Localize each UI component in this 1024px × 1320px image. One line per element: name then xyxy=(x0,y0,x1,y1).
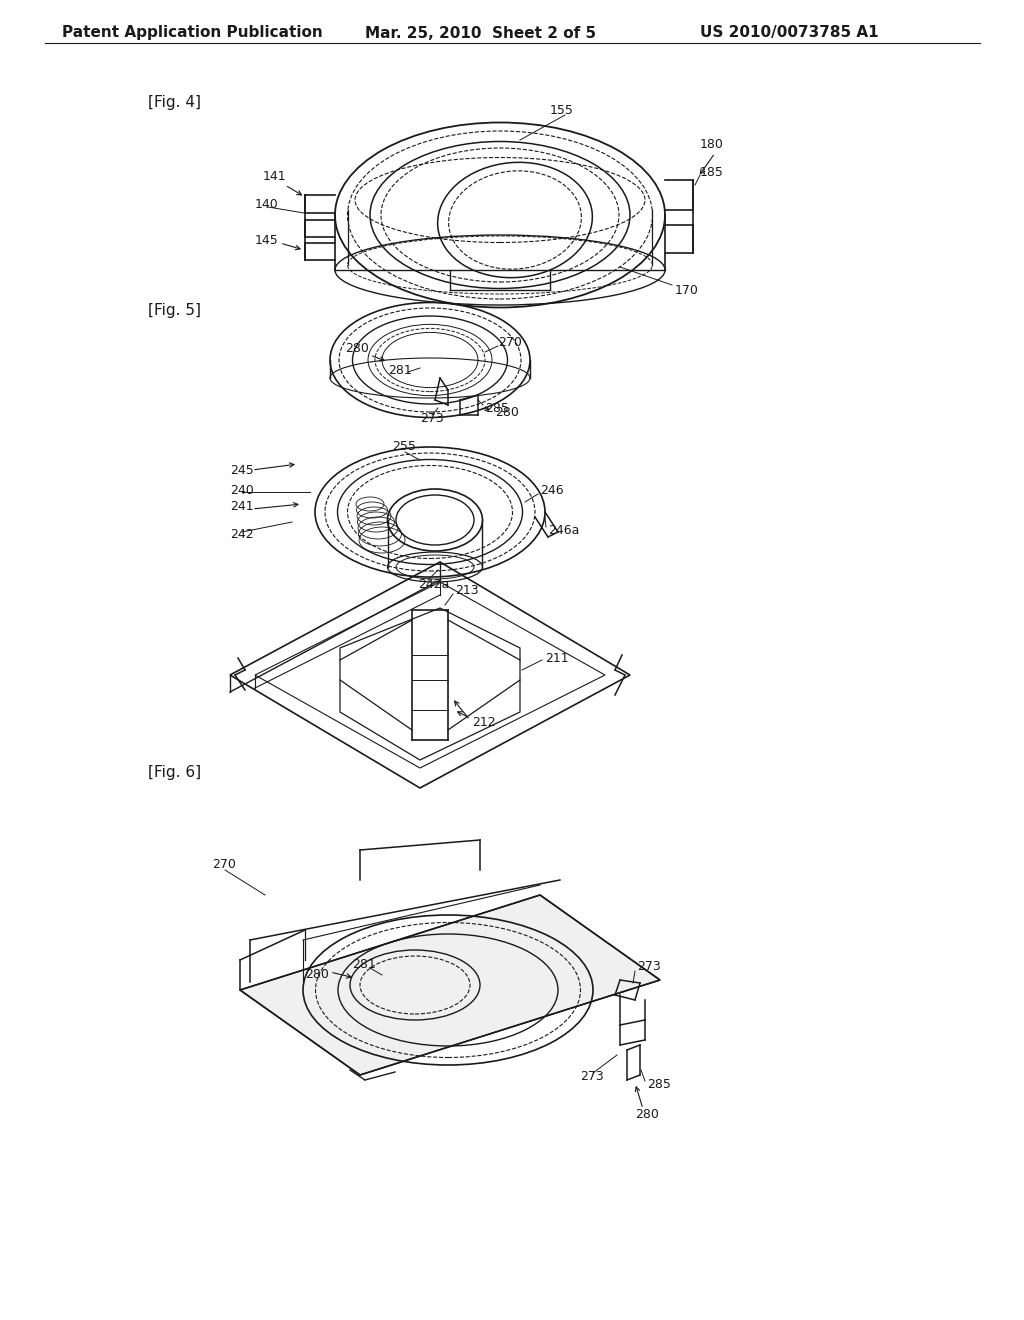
Text: 273: 273 xyxy=(580,1071,604,1084)
Text: [Fig. 6]: [Fig. 6] xyxy=(148,764,201,780)
Text: [Fig. 4]: [Fig. 4] xyxy=(148,95,201,110)
Text: 270: 270 xyxy=(498,335,522,348)
Text: 255: 255 xyxy=(392,441,416,454)
Text: 246: 246 xyxy=(540,483,563,496)
Text: 285: 285 xyxy=(485,401,509,414)
Text: 140: 140 xyxy=(255,198,279,211)
Text: Patent Application Publication: Patent Application Publication xyxy=(62,25,323,41)
Text: 212: 212 xyxy=(472,715,496,729)
Text: 213: 213 xyxy=(455,583,478,597)
Text: 242: 242 xyxy=(230,528,254,540)
Text: 246a: 246a xyxy=(548,524,580,536)
Text: [Fig. 5]: [Fig. 5] xyxy=(148,302,201,318)
Text: 273: 273 xyxy=(420,412,443,425)
Text: 185: 185 xyxy=(700,165,724,178)
Text: 280: 280 xyxy=(345,342,369,355)
Text: 180: 180 xyxy=(700,139,724,152)
Text: 281: 281 xyxy=(352,958,376,972)
Polygon shape xyxy=(240,895,660,1074)
Text: 241: 241 xyxy=(230,500,254,513)
Text: 280: 280 xyxy=(635,1109,658,1122)
Text: 155: 155 xyxy=(550,103,573,116)
Text: 280: 280 xyxy=(495,405,519,418)
Text: 145: 145 xyxy=(255,234,279,247)
Text: 240: 240 xyxy=(230,483,254,496)
Text: 270: 270 xyxy=(212,858,236,871)
Text: 285: 285 xyxy=(647,1078,671,1092)
Text: 141: 141 xyxy=(263,170,287,183)
Text: Mar. 25, 2010  Sheet 2 of 5: Mar. 25, 2010 Sheet 2 of 5 xyxy=(365,25,596,41)
Text: 170: 170 xyxy=(675,284,698,297)
Text: 242a: 242a xyxy=(418,578,450,590)
Text: 211: 211 xyxy=(545,652,568,664)
Text: 281: 281 xyxy=(388,363,412,376)
Text: 280: 280 xyxy=(305,969,329,982)
Text: 273: 273 xyxy=(637,961,660,974)
Text: US 2010/0073785 A1: US 2010/0073785 A1 xyxy=(700,25,879,41)
Text: 245: 245 xyxy=(230,463,254,477)
